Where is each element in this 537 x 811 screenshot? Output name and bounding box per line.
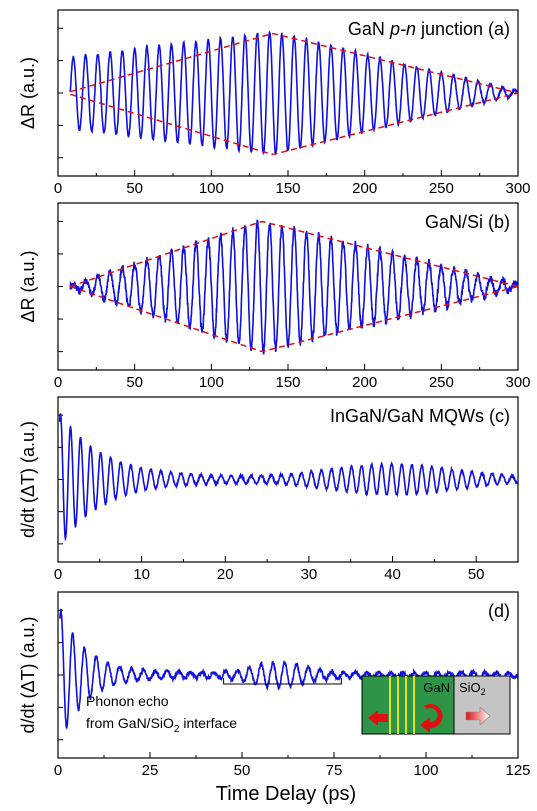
signal-trace <box>69 30 519 156</box>
envelope-lower <box>70 92 519 155</box>
x-tick-label: 30 <box>301 566 318 583</box>
envelope-upper <box>70 220 519 288</box>
signal-trace <box>58 413 519 542</box>
x-tick-label: 150 <box>275 374 300 391</box>
y-ticks <box>58 609 63 741</box>
x-tick-label: 200 <box>352 374 377 391</box>
panel-label: GaN p-n junction (a) <box>348 19 510 39</box>
x-tick-label: 0 <box>54 180 62 197</box>
panel-label: (d) <box>488 601 510 621</box>
panel-b: 0 50 100 150 200 250 300 ΔR (a.u.) GaN/Si (b) <box>18 202 531 391</box>
panel-c: 0 10 20 30 40 50 d/dt (ΔT) (a.u.) InGaN/GaN MQW… <box>18 396 519 583</box>
y-axis-label: d/dt (ΔT) (a.u.) <box>18 616 38 733</box>
x-tick-label: 200 <box>352 180 377 197</box>
envelope-upper <box>70 32 519 94</box>
panel-label: GaN/Si (b) <box>425 212 510 232</box>
inset-left-label: GaN <box>423 680 450 695</box>
x-tick-label: 25 <box>142 762 159 779</box>
y-axis-label: ΔR (a.u.) <box>18 250 38 322</box>
y-ticks <box>58 27 63 159</box>
envelope-lower <box>70 285 519 353</box>
x-tick-label: 20 <box>217 566 234 583</box>
x-tick-label: 50 <box>126 374 143 391</box>
x-tick-label: 100 <box>199 374 224 391</box>
panel-label: InGaN/GaN MQWs (c) <box>330 406 510 426</box>
y-axis-label: ΔR (a.u.) <box>18 57 38 129</box>
reflection-arrow-icon <box>420 704 443 733</box>
left-arrow-icon <box>368 710 388 726</box>
inset-diagram: GaN SiO2 <box>361 675 511 735</box>
x-tick-label: 50 <box>126 180 143 197</box>
y-axis-label: d/dt (ΔT) (a.u.) <box>18 421 38 538</box>
x-tick-label: 0 <box>54 374 62 391</box>
x-ticks: 0 10 20 30 40 50 <box>54 556 485 583</box>
x-tick-label: 50 <box>468 566 485 583</box>
transmission-arrow-icon <box>465 706 491 726</box>
x-tick-label: 0 <box>54 762 62 779</box>
x-tick-label: 100 <box>413 762 438 779</box>
x-tick-label: 300 <box>505 374 530 391</box>
x-tick-label: 250 <box>429 374 454 391</box>
y-ticks <box>58 220 63 353</box>
x-ticks: 0 25 50 75 100 125 <box>54 752 531 779</box>
x-ticks: 0 50 100 150 200 250 300 <box>54 170 531 197</box>
inset-right-label: SiO2 <box>459 680 486 697</box>
x-tick-label: 300 <box>505 180 530 197</box>
x-tick-label: 100 <box>199 180 224 197</box>
x-ticks: 0 50 100 150 200 250 300 <box>54 364 531 391</box>
x-axis-label: Time Delay (ps) <box>216 783 356 805</box>
echo-bracket <box>223 678 342 685</box>
panel-a: 0 50 100 150 200 250 300 ΔR (a.u.) GaN p-n junct… <box>18 9 531 197</box>
x-tick-label: 40 <box>384 566 401 583</box>
x-tick-label: 10 <box>133 566 150 583</box>
annotation-line2: from GaN/SiO2 interface <box>86 715 237 735</box>
annotation-line1: Phonon echo <box>86 693 169 709</box>
x-tick-label: 150 <box>275 180 300 197</box>
x-tick-label: 125 <box>505 762 530 779</box>
x-tick-label: 0 <box>54 566 62 583</box>
x-tick-label: 75 <box>326 762 343 779</box>
panel-d: 0 25 50 75 100 125 d/dt (ΔT) (a.u.) (d) Phonon e… <box>18 591 531 779</box>
x-tick-label: 50 <box>234 762 251 779</box>
x-tick-label: 250 <box>429 180 454 197</box>
signal-trace <box>69 219 519 355</box>
